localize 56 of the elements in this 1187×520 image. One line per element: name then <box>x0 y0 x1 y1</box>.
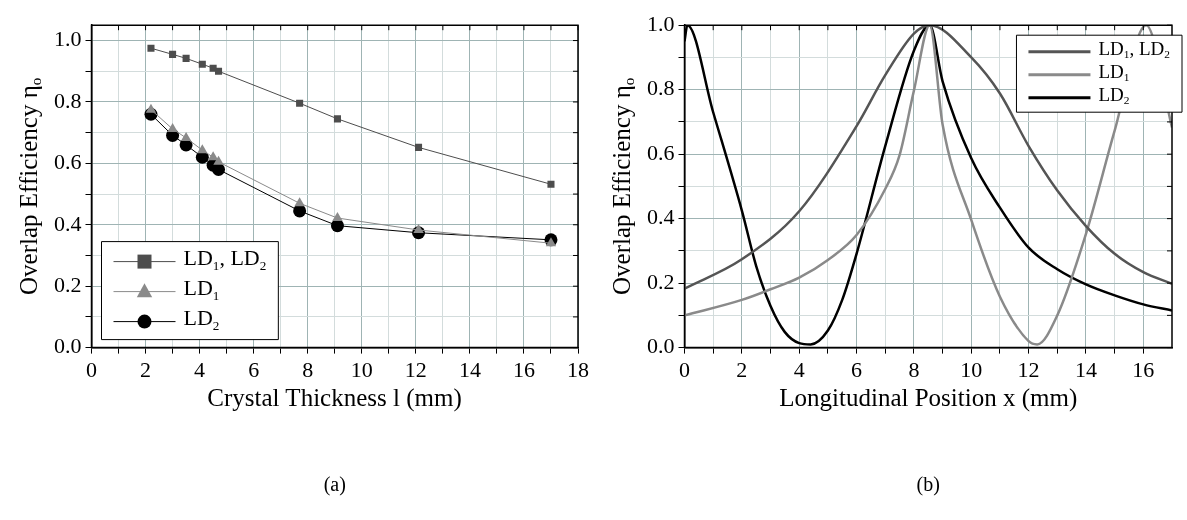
x-tick-label: 14 <box>458 356 481 382</box>
point <box>215 67 223 75</box>
x-tick-label: 6 <box>851 356 863 382</box>
point <box>145 103 157 113</box>
y-tick-label: 0.8 <box>647 75 675 101</box>
x-tick-label: 2 <box>736 356 748 382</box>
x-tick-label: 16 <box>512 356 535 382</box>
point <box>213 155 224 165</box>
y-axis-title: Overlap Efficiency ηo <box>607 77 638 296</box>
point <box>198 60 206 68</box>
y-tick-label: 0.4 <box>54 210 82 236</box>
y-tick-label: 0.0 <box>647 333 675 359</box>
x-tick-label: 12 <box>404 356 427 382</box>
point <box>180 131 192 141</box>
y-tick-label: 0.8 <box>54 87 82 113</box>
point <box>333 115 341 123</box>
x-tick-label: 0 <box>679 356 690 382</box>
x-tick-label: 8 <box>908 356 920 382</box>
point <box>545 237 557 247</box>
y-tick-label: 1.0 <box>647 10 675 36</box>
x-tick-label: 16 <box>1132 356 1155 382</box>
x-tick-label: 0 <box>86 356 97 382</box>
x-tick-label: 8 <box>302 356 314 382</box>
x-tick-label: 4 <box>793 356 805 382</box>
line-series <box>684 25 1172 290</box>
point <box>182 54 190 62</box>
y-tick-label: 0.6 <box>647 139 675 165</box>
point <box>332 212 343 222</box>
y-tick-label: 0.2 <box>647 268 675 294</box>
y-tick-label: 0.2 <box>54 271 82 297</box>
x-tick-label: 2 <box>140 356 152 382</box>
point <box>294 197 305 207</box>
y-tick-label: 0.4 <box>647 204 675 230</box>
point <box>415 143 423 151</box>
point <box>147 44 155 52</box>
x-tick-label: 10 <box>350 356 373 382</box>
text: (a) <box>323 473 346 497</box>
x-tick-label: 12 <box>1017 356 1040 382</box>
x-tick-label: 4 <box>194 356 206 382</box>
text: (b) <box>916 473 940 497</box>
point <box>167 122 178 132</box>
x-tick-label: 10 <box>960 356 983 382</box>
point <box>547 180 555 188</box>
x-tick-label: 18 <box>567 356 589 382</box>
x-tick-label: 14 <box>1074 356 1097 382</box>
x-axis-title: Longitudinal Position x (mm) <box>779 384 1078 413</box>
y-tick-label: 1.0 <box>54 26 82 52</box>
x-tick-label: 6 <box>248 356 260 382</box>
point <box>413 224 424 233</box>
y-axis-title: Overlap Efficiency ηo <box>14 77 45 296</box>
point <box>169 50 177 58</box>
y-tick-label: 0.6 <box>54 149 82 175</box>
x-axis-title: Crystal Thickness l (mm) <box>207 384 462 413</box>
y-tick-label: 0.0 <box>54 333 82 359</box>
point <box>296 99 304 107</box>
point <box>197 144 208 154</box>
